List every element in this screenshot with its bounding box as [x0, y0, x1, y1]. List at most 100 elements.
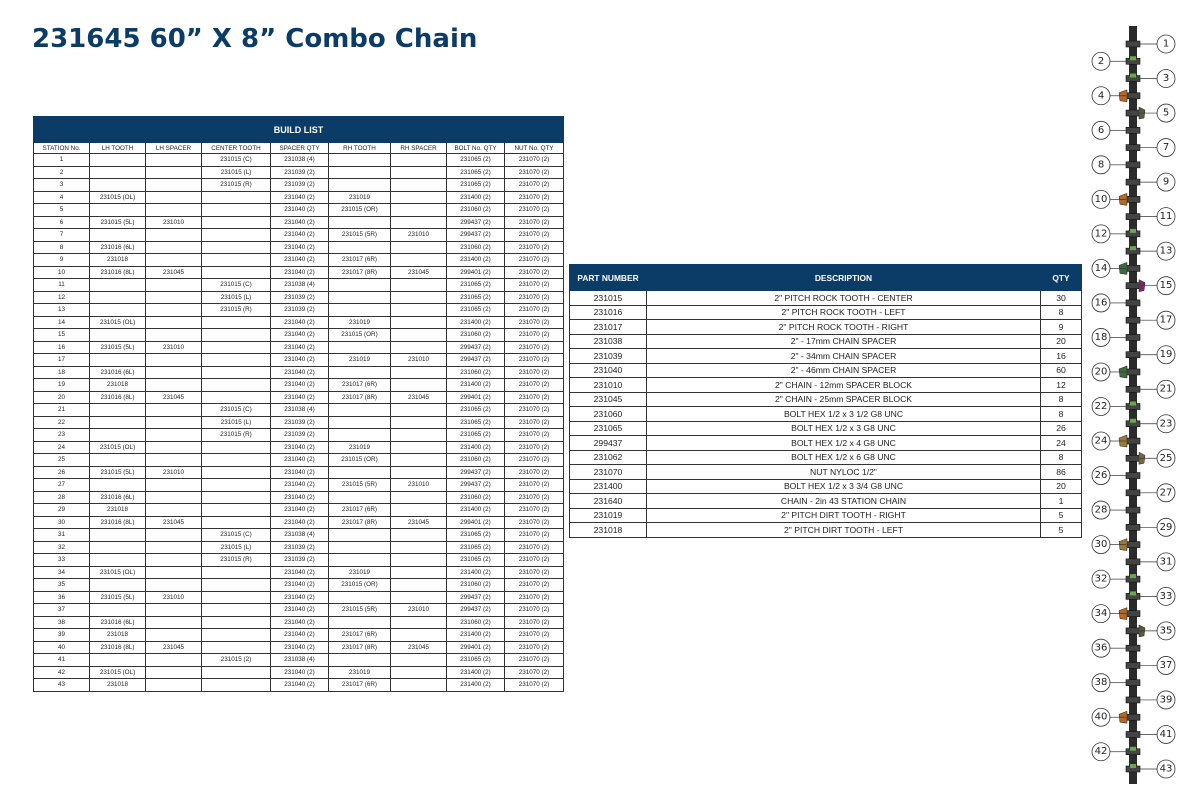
table-cell: 231016 (6L) — [89, 365, 146, 379]
table-cell — [201, 678, 271, 692]
chain-link — [1125, 610, 1141, 617]
table-cell: 231070 (2) — [503, 490, 565, 504]
table-cell: 3 — [33, 178, 90, 192]
table-cell: 231060 (2) — [446, 578, 505, 592]
table-cell: 231070 (2) — [503, 603, 565, 617]
table-cell: 231040 (2) — [270, 215, 329, 229]
table-cell — [201, 515, 271, 529]
table-cell: 231070 (2) — [503, 303, 565, 317]
table-cell: 14 — [33, 315, 90, 329]
table-cell: 231040 (2) — [270, 353, 329, 367]
table-cell: 231400 (2) — [446, 378, 505, 392]
callout-circle — [1156, 517, 1176, 537]
table-cell — [145, 328, 202, 342]
chain-link — [1125, 178, 1141, 186]
table-cell: 38 — [33, 615, 90, 629]
table-cell — [89, 278, 146, 292]
table-cell — [89, 178, 146, 192]
table-cell: 8 — [1040, 449, 1082, 465]
chain-link — [1125, 368, 1141, 376]
table-cell — [145, 490, 202, 504]
table-row: 20 231016 (8L) 231045 231040 (2) 231017 (8R)… — [33, 390, 565, 404]
table-cell: 231038 (4) — [270, 278, 329, 292]
table-cell: 9 — [1040, 319, 1082, 335]
table-cell: 231070 (2) — [503, 153, 565, 167]
table-cell — [390, 165, 447, 179]
callout-label: 23 — [1160, 418, 1173, 429]
table-cell — [201, 628, 271, 642]
callout-circle — [1156, 207, 1176, 227]
table-cell: 231040 (2) — [270, 340, 329, 354]
table-row: 24 231015 (OL) 231040 (2) 231019 231400 (2) 2… — [33, 440, 565, 454]
table-cell: 231010 — [145, 215, 202, 229]
table-cell: 231015 (5L) — [89, 590, 146, 604]
table-cell — [328, 165, 391, 179]
callout-label: 20 — [1095, 366, 1108, 377]
table-cell — [145, 353, 202, 367]
table-cell: 231045 — [145, 390, 202, 404]
table-row: 9 231018 231040 (2) 231017 (6R) 231400 (2) 23… — [33, 253, 565, 267]
table-cell: 231019 — [328, 665, 391, 679]
table-cell — [89, 453, 146, 467]
table-cell — [328, 653, 391, 667]
chain-link — [1125, 92, 1141, 100]
table-cell: 16 — [1040, 348, 1082, 364]
callout-label: 6 — [1098, 125, 1104, 136]
table-cell: 231070 (2) — [503, 403, 565, 417]
table-row: 23 231015 (R) 231039 (2) 231065 (2) 231070 (… — [33, 428, 565, 442]
callout-label: 35 — [1160, 625, 1173, 636]
table-cell: 231070 (2) — [503, 528, 565, 542]
callout-circle — [1156, 414, 1176, 434]
table-cell: 231015 (R) — [201, 428, 271, 442]
table-cell — [390, 365, 447, 379]
spacer — [1130, 746, 1136, 751]
callout-label: 39 — [1160, 694, 1173, 705]
table-cell — [390, 190, 447, 204]
table-cell — [328, 365, 391, 379]
table-row: 6 231015 (5L) 231010 231040 (2) 299437 (2) 23… — [33, 215, 565, 229]
table-cell: 231040 (2) — [270, 515, 329, 529]
table-cell: 5 — [1040, 522, 1082, 538]
table-cell — [145, 565, 202, 579]
table-cell: 231065 (2) — [446, 540, 505, 554]
column-header: STATION No. — [33, 142, 90, 154]
table-row: 231010 2" CHAIN - 12mm SPACER BLOCK 12 — [569, 377, 1082, 393]
chain-link — [1125, 644, 1141, 652]
callout-label: 40 — [1095, 712, 1108, 723]
table-cell: 42 — [33, 665, 90, 679]
callout-label: 18 — [1095, 332, 1108, 343]
callout-label: 8 — [1098, 159, 1104, 170]
table-cell — [390, 578, 447, 592]
table-row: 21 231015 (C) 231038 (4) 231065 (2) 231070 (… — [33, 403, 565, 417]
callout-circle — [1091, 707, 1111, 727]
table-row: 36 231015 (5L) 231010 231040 (2) 299437 (2) 2… — [33, 590, 565, 604]
table-cell: 231015 (OR) — [328, 328, 391, 342]
table-cell: 231065 (2) — [446, 553, 505, 567]
spacer — [1130, 246, 1136, 251]
chain-link — [1125, 679, 1141, 686]
table-cell: 34 — [33, 565, 90, 579]
spacer — [1130, 764, 1136, 768]
callout-label: 33 — [1160, 591, 1173, 602]
table-cell — [201, 378, 271, 392]
table-cell — [201, 190, 271, 204]
callout-label: 27 — [1160, 487, 1173, 498]
table-cell: 231017 (6R) — [328, 678, 391, 692]
callout-label: 1 — [1163, 39, 1169, 50]
table-cell — [145, 365, 202, 379]
table-cell — [390, 565, 447, 579]
table-cell: 231070 (2) — [503, 628, 565, 642]
table-cell: 299437 (2) — [446, 228, 505, 242]
table-cell — [89, 203, 146, 217]
table-cell — [145, 165, 202, 179]
table-cell: 299401 (2) — [446, 640, 505, 654]
table-cell: 231045 — [145, 640, 202, 654]
table-cell — [390, 178, 447, 192]
table-cell: 231015 (C) — [201, 153, 271, 167]
table-cell: 231040 (2) — [270, 603, 329, 617]
table-cell — [201, 215, 271, 229]
table-cell: 231015 (OL) — [89, 565, 146, 579]
table-cell: 231070 (2) — [503, 178, 565, 192]
callout-circle — [1156, 725, 1176, 744]
